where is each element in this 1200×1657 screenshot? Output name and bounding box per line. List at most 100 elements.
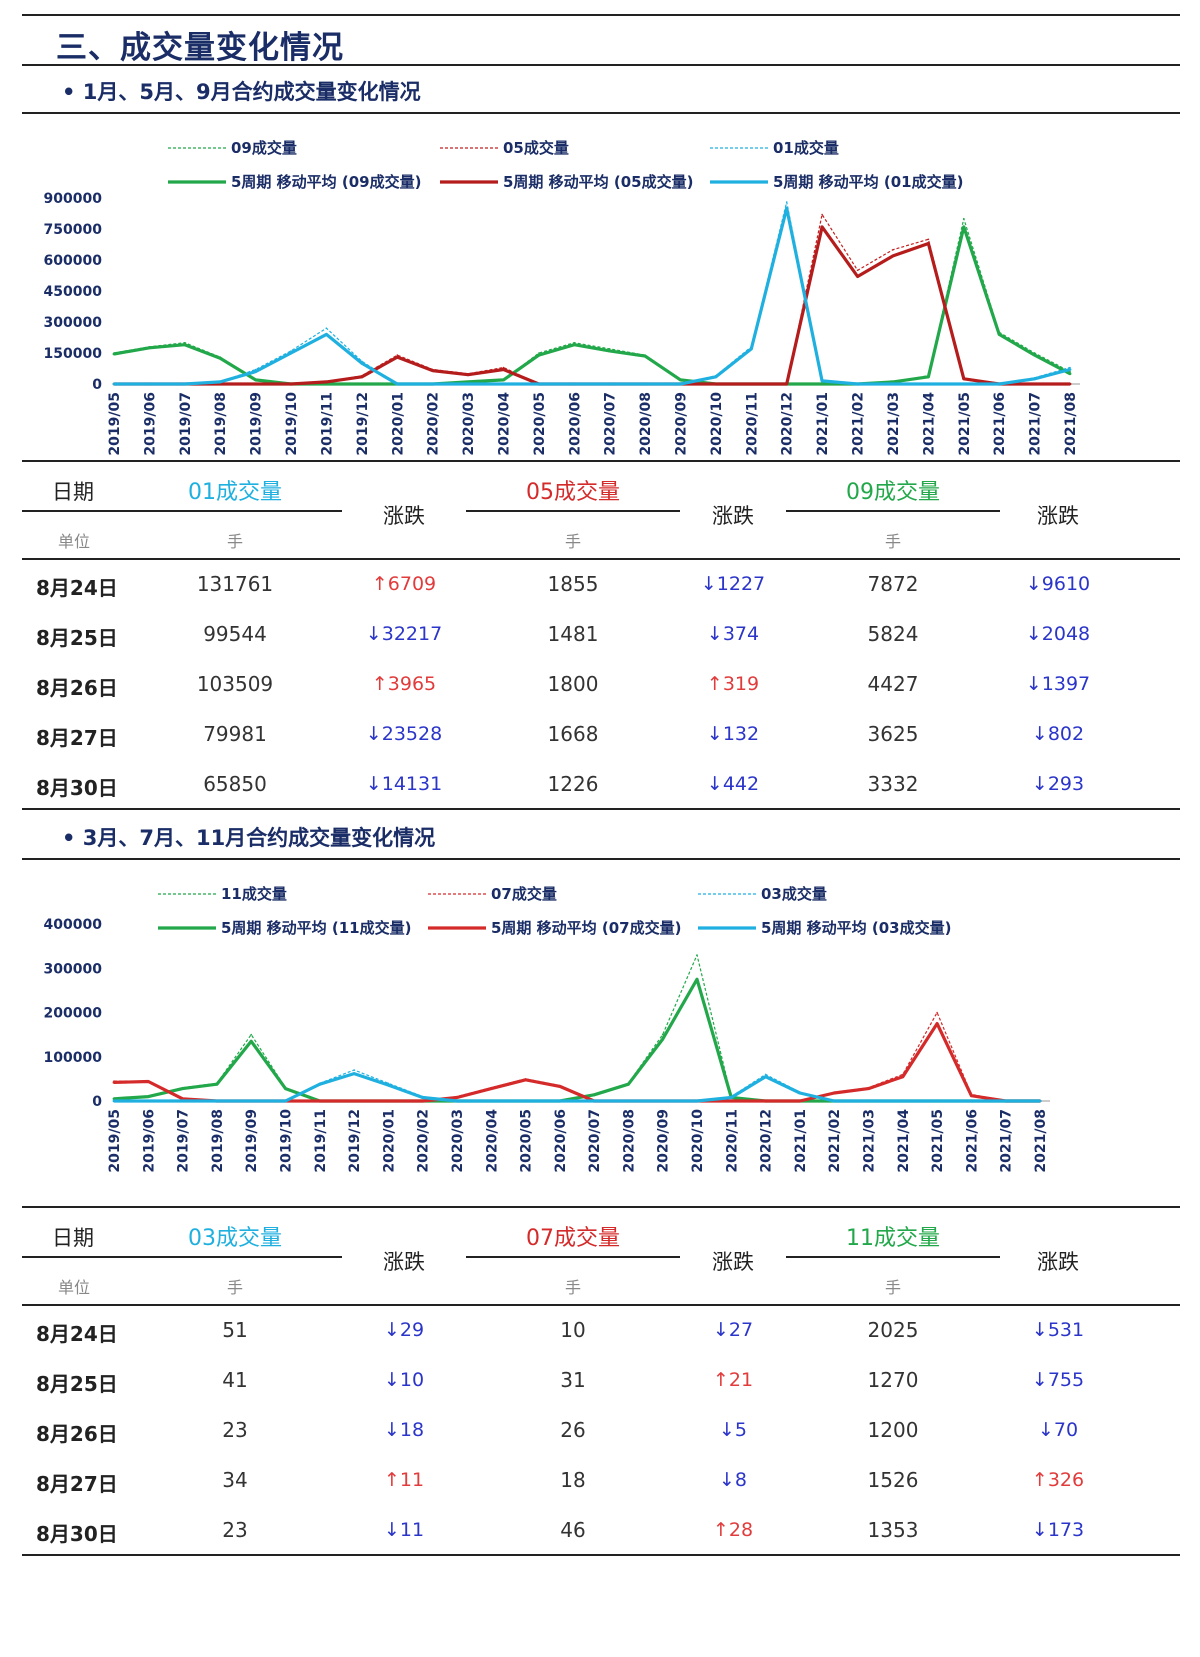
chart-1-bottom-rule [22,460,1180,462]
row-value: 26 [560,1418,586,1442]
data-point [395,355,399,359]
x-tick-label: 2020/06 [553,1109,569,1173]
data-point [891,254,895,258]
y-tick-label: 0 [92,377,102,393]
data-point [997,333,1001,336]
data-point [997,382,1001,386]
x-tick-label: 2020/12 [780,392,796,456]
x-tick-label: 2021/07 [999,1109,1015,1173]
data-point [421,1099,425,1103]
data-point [181,1087,185,1090]
data-point [1068,372,1072,376]
data-point [820,382,824,386]
data-point [421,1096,425,1099]
top-rule [22,14,1180,16]
data-point [679,378,682,382]
x-tick-label: 2020/05 [532,392,548,456]
row-value: 10 [560,1318,586,1342]
row-date: 8月27日 [36,1472,118,1496]
x-tick-label: 2020/04 [484,1109,500,1173]
x-tick-label: 2019/12 [347,1109,363,1173]
table-1-bottom-rule [22,808,1180,810]
row-change: ↓9610 [1025,573,1091,595]
y-tick-label: 900000 [44,191,103,207]
series-line [114,1011,1040,1102]
row-value: 18 [560,1468,586,1492]
data-point [558,1085,562,1088]
x-tick-label: 2019/06 [142,392,158,456]
x-tick-label: 2020/03 [450,1109,466,1173]
data-point [502,366,505,369]
data-point [395,382,399,386]
x-tick-label: 2019/09 [244,1109,260,1173]
data-point [856,269,859,272]
x-tick-label: 2019/10 [278,1109,294,1173]
data-point [289,351,293,355]
row-change: ↓8 [718,1469,747,1491]
data-point [181,1099,185,1103]
group-header: 11成交量 [846,1226,940,1251]
row-value: 41 [222,1368,248,1392]
row-change: ↓531 [1031,1319,1085,1341]
row-value: 4427 [867,672,919,696]
x-tick-label: 2019/11 [313,1109,329,1173]
header-bottom-rule [22,558,1180,560]
header-underline [22,510,342,512]
legend-label: 03成交量 [761,885,827,903]
legend-label: 5周期 移动平均 (09成交量) [231,173,421,191]
data-point [573,341,576,344]
data-point [661,1099,665,1103]
data-point [963,217,965,220]
row-date: 8月27日 [36,726,118,750]
unit-cell: 手 [884,1278,901,1297]
change-header: 涨跌 [383,1250,425,1274]
x-tick-label: 2021/02 [851,392,867,456]
row-value: 79981 [203,722,267,746]
data-point [572,382,576,386]
row-date: 8月30日 [36,776,118,800]
data-point [148,346,151,350]
data-point [867,1087,870,1090]
row-value: 1226 [547,772,599,796]
data-point [215,1099,219,1103]
change-header: 涨跌 [712,1250,754,1274]
change-header: 涨跌 [1037,1250,1079,1274]
data-point [325,327,328,329]
data-point [592,1099,596,1103]
section-2-rule [22,858,1180,860]
group-header: 03成交量 [188,1226,282,1251]
data-point [218,356,222,360]
volume-chart-1-5-9: 0 150000 300000 450000 600000 750000 900000 201… [44,139,1080,456]
legend-label: 01成交量 [773,139,839,157]
data-point [289,382,293,386]
title-rule [22,64,1180,66]
change-header: 涨跌 [1037,504,1079,528]
page-title: 三、成交量变化情况 [56,30,344,66]
series-line [113,1022,1040,1103]
x-tick-label: 2019/11 [319,392,335,456]
data-point [318,1082,322,1086]
x-tick-label: 2021/05 [930,1109,946,1173]
y-tick-label: 150000 [44,346,103,362]
data-point [215,1082,219,1086]
data-point [183,343,187,347]
data-point [146,1099,150,1103]
legend-label: 5周期 移动平均 (05成交量) [503,173,693,191]
x-tick-label: 2019/05 [107,1109,123,1173]
row-value: 46 [560,1518,586,1542]
data-point [962,225,966,229]
data-point [1033,377,1036,381]
unit-cell: 手 [884,532,901,551]
row-change: ↓18 [383,1419,425,1441]
row-change: ↑6709 [371,573,437,595]
data-point [353,1069,355,1071]
row-change: ↓10 [383,1369,425,1391]
data-point [729,1099,733,1103]
x-tick-label: 2019/05 [107,392,123,456]
data-point [798,1099,802,1103]
x-tick-label: 2020/09 [656,1109,672,1173]
header-bottom-rule [22,1304,1180,1306]
row-change: ↓442 [706,773,760,795]
row-value: 1526 [867,1468,919,1492]
data-point [785,382,789,386]
